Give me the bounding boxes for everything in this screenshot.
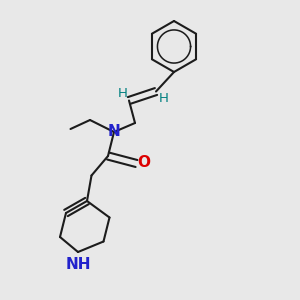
Text: O: O xyxy=(137,155,151,170)
Text: NH: NH xyxy=(65,257,91,272)
Text: N: N xyxy=(108,124,120,140)
Text: H: H xyxy=(159,92,168,105)
Text: H: H xyxy=(118,87,127,100)
